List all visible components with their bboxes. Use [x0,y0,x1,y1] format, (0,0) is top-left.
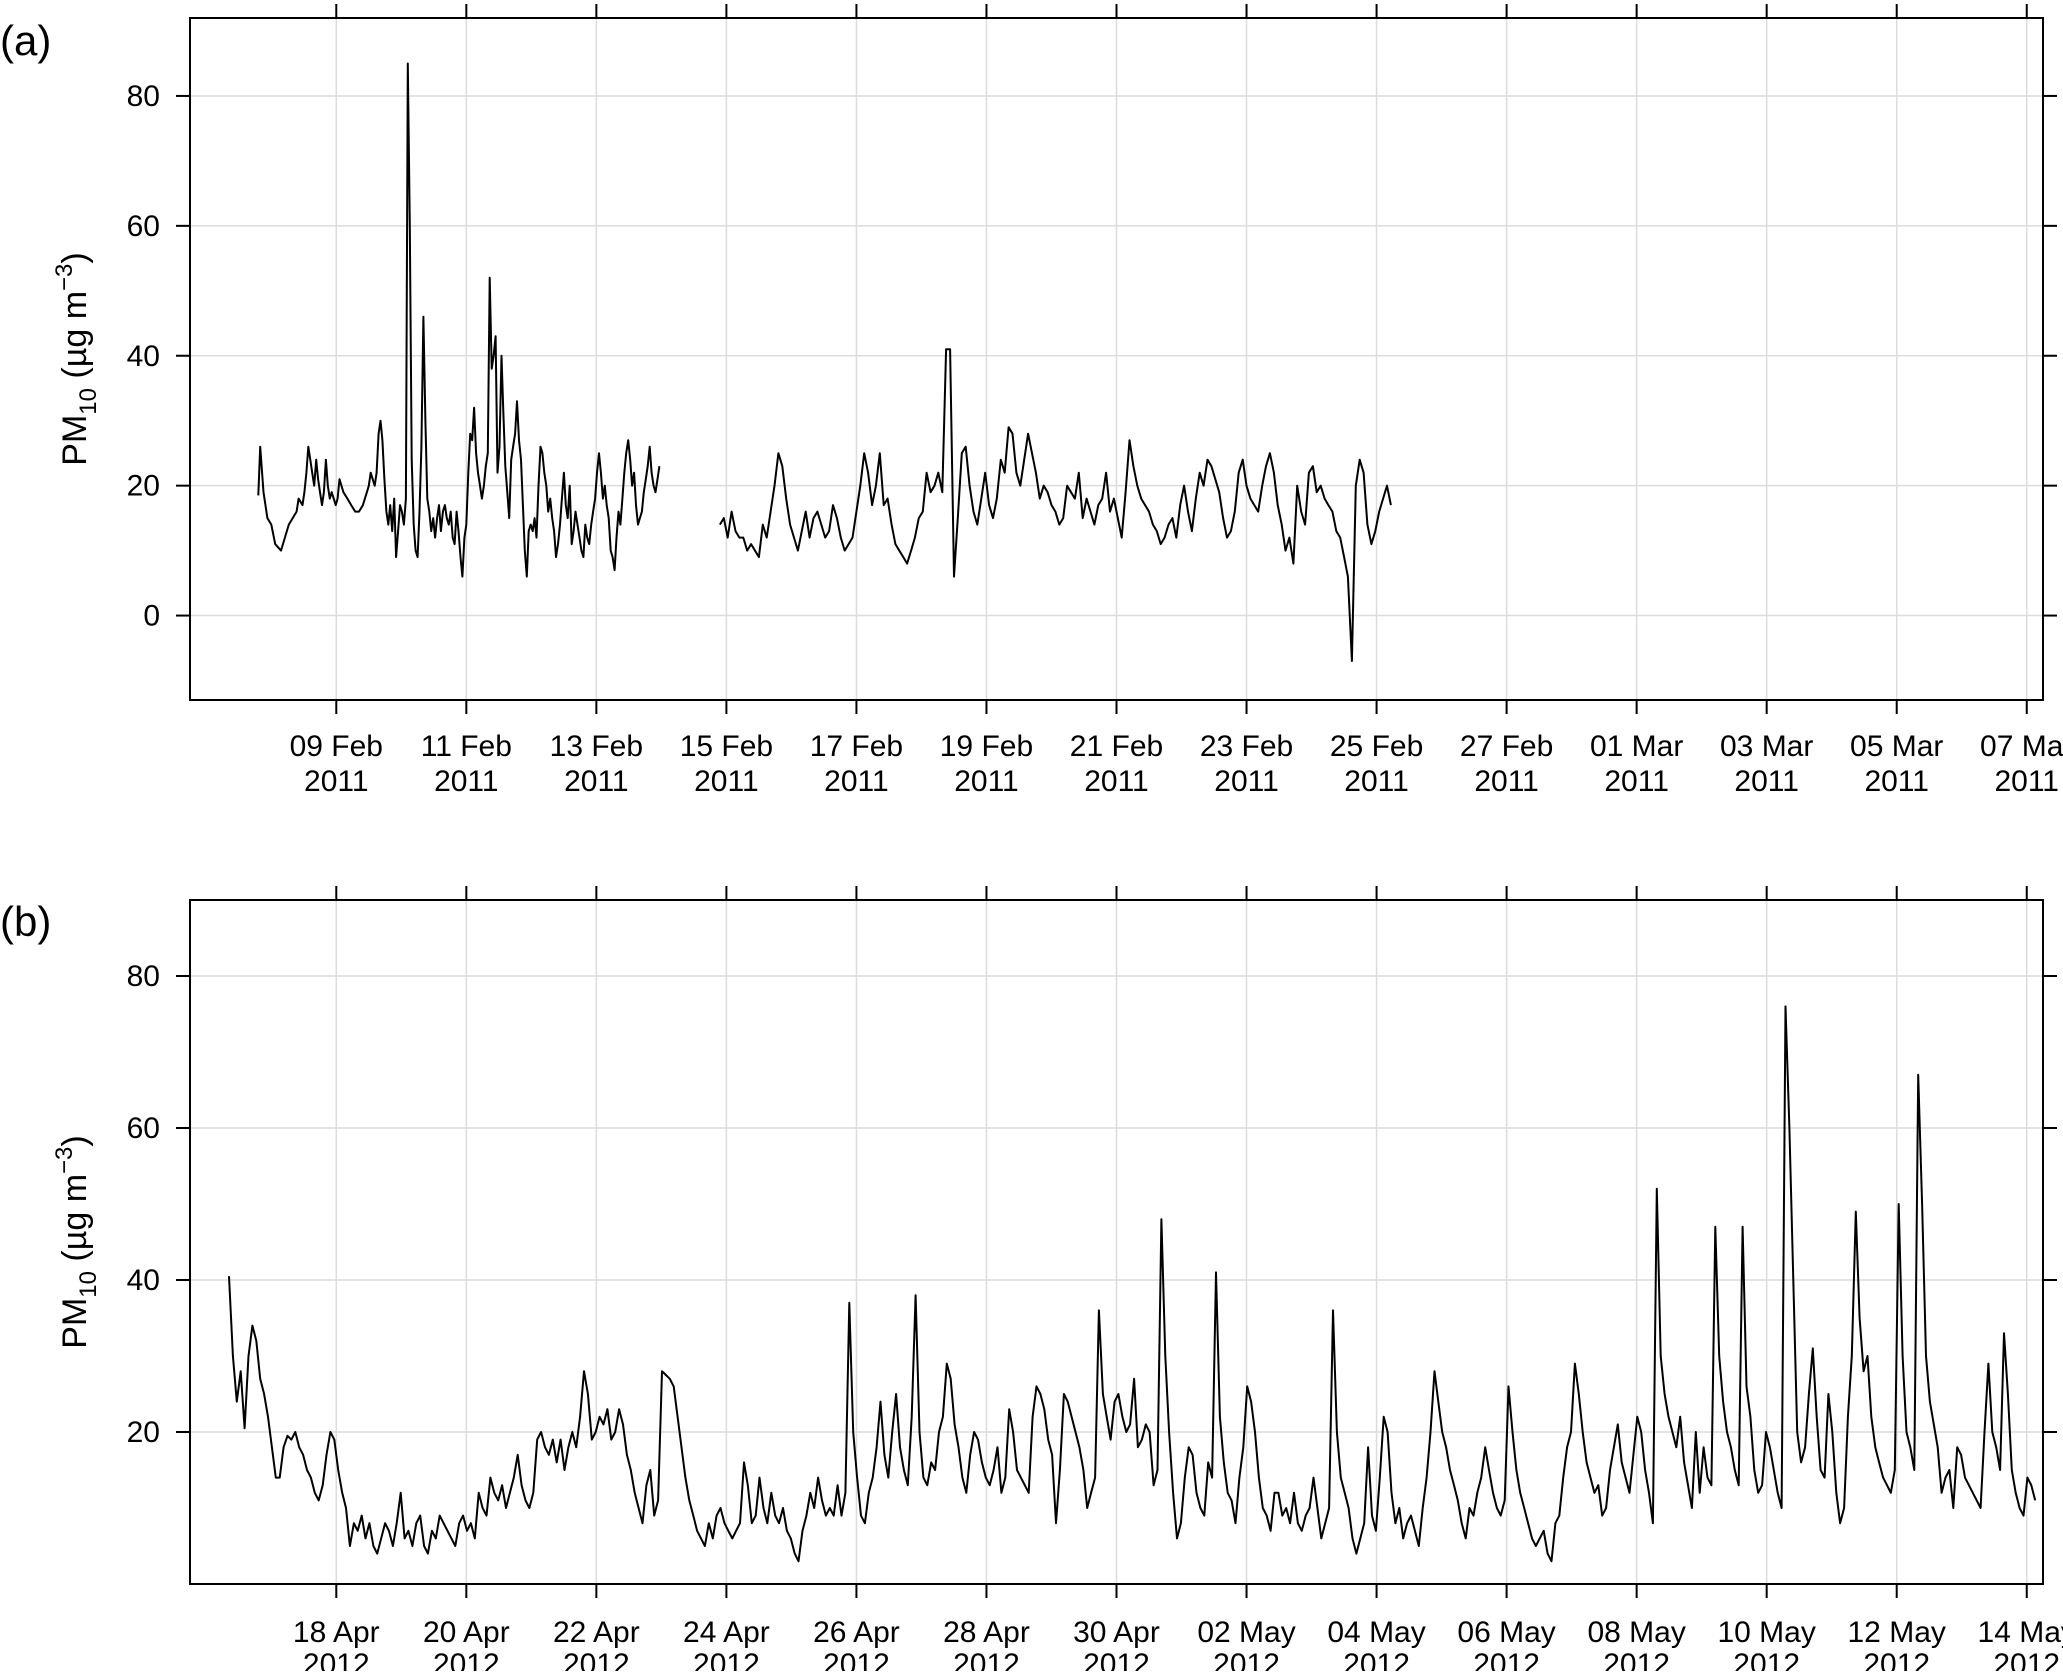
panel-label: (b) [0,898,51,945]
x-tick-label-year: 2012 [1083,1648,1150,1671]
x-tick-label-year: 2012 [1733,1648,1800,1671]
x-tick-label-day: 10 May [1717,1616,1815,1649]
x-tick-label-day: 26 Apr [813,1616,900,1649]
x-tick-label-day: 17 Feb [810,730,903,763]
x-tick-label-day: 19 Feb [940,730,1033,763]
y-tick-label: 60 [127,210,160,243]
y-tick-label: 60 [127,1112,160,1145]
x-tick-label-day: 30 Apr [1073,1616,1160,1649]
x-tick-label-year: 2012 [1343,1648,1410,1671]
x-tick-label-day: 08 May [1587,1616,1685,1649]
x-tick-label-day: 27 Feb [1460,730,1553,763]
y-tick-label: 0 [143,600,160,633]
y-axis-title: PM10 (µg m−3) [51,1135,102,1348]
x-tick-label-day: 23 Feb [1200,730,1293,763]
x-tick-label-day: 03 Mar [1720,730,1813,763]
x-tick-label-year: 2011 [564,765,629,798]
x-tick-label-year: 2011 [434,765,499,798]
x-tick-label-day: 01 Mar [1590,730,1683,763]
x-tick-label-year: 2011 [1994,765,2059,798]
x-tick-label-day: 09 Feb [290,730,383,763]
y-axis-title: PM10 (µg m−3) [51,252,102,465]
x-tick-label-year: 2011 [1734,765,1799,798]
y-tick-label: 80 [127,960,160,993]
x-tick-label-day: 20 Apr [423,1616,510,1649]
x-tick-label-day: 18 Apr [293,1616,380,1649]
x-tick-label-day: 13 Feb [550,730,643,763]
x-tick-label-year: 2012 [693,1648,760,1671]
y-tick-label: 80 [127,80,160,113]
x-tick-label-day: 05 Mar [1850,730,1943,763]
x-tick-label-year: 2011 [1474,765,1539,798]
x-tick-label-year: 2011 [1214,765,1279,798]
x-tick-label-year: 2011 [694,765,759,798]
x-tick-label-year: 2011 [1084,765,1149,798]
x-tick-label-year: 2011 [304,765,369,798]
x-tick-label-day: 22 Apr [553,1616,640,1649]
x-tick-label-day: 14 May [1978,1616,2063,1649]
x-tick-label-day: 24 Apr [683,1616,770,1649]
x-tick-label-day: 25 Feb [1330,730,1423,763]
x-tick-label-day: 12 May [1848,1616,1946,1649]
y-tick-label: 20 [127,470,160,503]
panel-label: (a) [0,17,51,64]
x-tick-label-year: 2012 [1603,1648,1670,1671]
x-tick-label-year: 2011 [1864,765,1929,798]
x-tick-label-year: 2011 [1344,765,1409,798]
y-tick-label: 40 [127,1264,160,1297]
x-tick-label-year: 2012 [1473,1648,1540,1671]
x-tick-label-year: 2012 [1863,1648,1930,1671]
x-tick-label-day: 21 Feb [1070,730,1163,763]
x-tick-label-day: 15 Feb [680,730,773,763]
x-tick-label-year: 2011 [954,765,1019,798]
x-tick-label-year: 2012 [953,1648,1020,1671]
x-tick-label-day: 11 Feb [421,730,512,763]
pm10-series-line [257,62,661,578]
x-tick-label-year: 2012 [1993,1648,2060,1671]
pm10-series-line [228,1005,2037,1563]
pm10-series-line [719,348,1392,662]
y-tick-label: 40 [127,340,160,373]
x-tick-label-day: 04 May [1327,1616,1425,1649]
x-tick-label-day: 07 Mar [1980,730,2063,763]
x-tick-label-year: 2012 [1213,1648,1280,1671]
y-tick-label: 20 [127,1416,160,1449]
x-tick-label-year: 2012 [433,1648,500,1671]
x-tick-label-year: 2012 [563,1648,630,1671]
x-tick-label-day: 28 Apr [943,1616,1030,1649]
x-tick-label-year: 2012 [303,1648,370,1671]
x-tick-label-year: 2011 [1604,765,1669,798]
x-tick-label-year: 2012 [823,1648,890,1671]
x-tick-label-day: 02 May [1197,1616,1295,1649]
x-tick-label-year: 2011 [824,765,889,798]
x-tick-label-day: 06 May [1457,1616,1555,1649]
